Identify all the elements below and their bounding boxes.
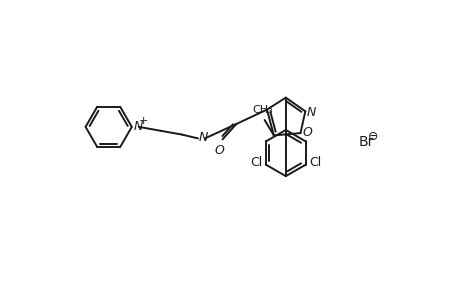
Text: CH₃: CH₃ — [252, 105, 273, 116]
Text: Cl: Cl — [250, 156, 262, 169]
Text: O: O — [302, 126, 311, 139]
Text: Cl: Cl — [308, 156, 320, 169]
Text: ⊖: ⊖ — [367, 130, 377, 143]
Text: N: N — [306, 106, 316, 119]
Text: O: O — [214, 144, 224, 157]
Text: N: N — [133, 120, 142, 133]
Text: N: N — [198, 131, 208, 144]
Text: +: + — [139, 116, 148, 127]
Text: Br: Br — [358, 135, 374, 149]
